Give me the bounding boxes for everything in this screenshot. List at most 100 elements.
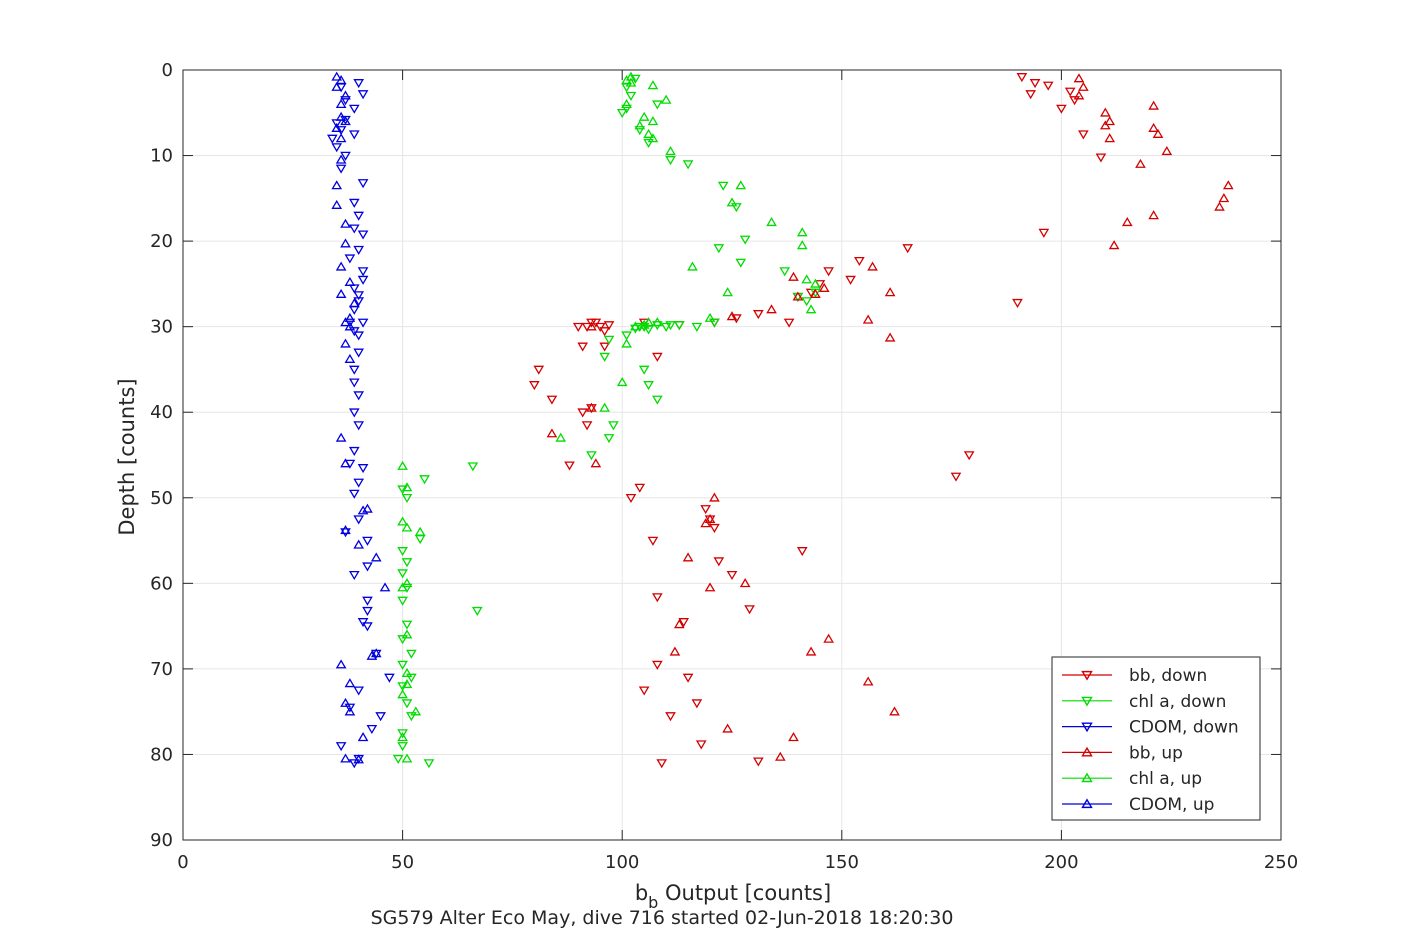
series-4 [397,71,821,763]
data-point [335,288,347,298]
data-point [335,126,347,136]
data-point [621,331,632,341]
series-5 [331,71,391,764]
data-point [335,261,347,271]
data-point [340,528,351,538]
data-point [344,353,356,363]
data-point [348,365,360,375]
data-point [529,381,540,391]
data-point [586,451,597,461]
data-point [357,179,369,189]
data-point [353,348,365,358]
data-point [704,513,716,523]
data-point [370,552,382,562]
data-point [766,304,777,314]
data-point [713,557,725,567]
data-point [344,276,356,286]
data-point [678,618,690,628]
data-point [586,321,597,331]
data-point [348,198,360,208]
data-point [353,291,365,301]
data-point [586,318,597,328]
data-point [353,754,365,764]
data-point [423,759,435,769]
data-point [1161,146,1173,156]
data-point [353,539,365,549]
data-point [616,377,628,387]
data-point [357,618,369,628]
data-point [647,80,659,90]
data-point [801,297,813,307]
data-point [963,451,975,461]
data-point [406,673,417,683]
data-point [370,648,382,658]
data-point [651,352,663,362]
data-point [340,218,351,228]
data-point [810,278,821,288]
data-point [357,464,369,474]
data-point [783,318,795,328]
data-point [331,122,343,132]
data-point [779,267,791,277]
data-point [331,180,343,190]
data-point [616,108,628,119]
y-tick-label: 40 [150,402,173,423]
data-point [744,605,755,615]
data-point [397,635,408,645]
data-point [731,203,742,213]
data-point [638,319,650,329]
data-point [599,352,610,362]
data-point [335,154,347,164]
data-point [401,482,413,492]
y-tick-label: 60 [150,573,173,594]
data-point [533,365,545,375]
data-point [406,649,417,659]
data-point [862,314,874,324]
data-point [384,673,395,683]
data-point [344,678,356,688]
data-point [353,211,365,221]
data-point [344,254,356,264]
data-point [753,310,764,320]
data-point [638,686,650,696]
data-point [660,94,672,104]
data-point [1148,122,1159,132]
data-point [665,146,676,156]
x-axis-label: bb Output [counts] [635,881,831,912]
x-axis-label-main: b [635,881,648,905]
data-point [362,606,373,616]
data-point [340,697,351,707]
data-point [1099,120,1111,130]
data-point [726,197,738,207]
data-point [1038,228,1050,238]
data-point [362,536,373,546]
data-point [709,492,720,502]
data-point [335,742,347,752]
data-point [950,472,962,482]
data-point [340,238,351,248]
data-point [335,74,347,85]
x-tick-label: 250 [1264,852,1298,873]
data-point [335,111,347,121]
data-point [340,525,351,535]
data-point [805,646,817,656]
data-point [362,503,373,513]
data-point [1222,180,1234,190]
data-point [353,297,365,307]
x-tick-label: 200 [1044,852,1078,873]
data-point [709,523,720,533]
data-point [340,317,351,327]
data-point [348,298,360,308]
data-point [884,287,896,297]
data-point [397,660,408,670]
data-point [471,606,483,616]
y-axis-label: Depth [counts] [115,378,139,535]
data-point [651,593,663,603]
data-point [1104,116,1116,126]
data-point [392,754,404,764]
x-axis-label-rest: Output [counts] [658,881,831,905]
legend-box [1051,656,1261,821]
y-tick-label: 80 [150,744,173,765]
data-point [1042,81,1054,91]
